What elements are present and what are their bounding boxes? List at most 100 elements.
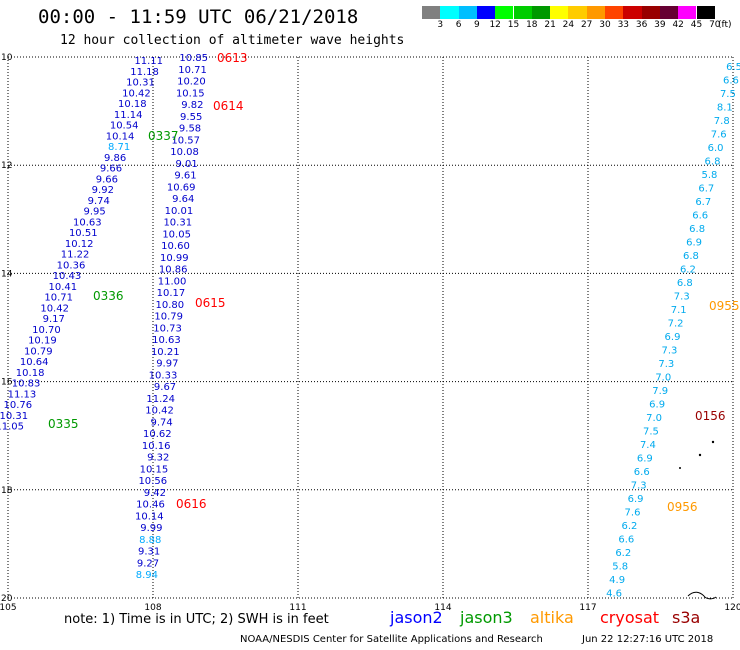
- wave-height-value: 9.95: [83, 207, 105, 218]
- wave-height-value: 11.24: [146, 394, 175, 405]
- island-marker: [679, 467, 681, 469]
- wave-height-value: 9.92: [92, 185, 114, 196]
- wave-height-value: 8.88: [139, 535, 161, 546]
- lon-tick-label: 105: [0, 603, 17, 613]
- wave-height-value: 7.0: [646, 413, 662, 424]
- wave-height-value: 10.60: [161, 241, 190, 252]
- wave-height-value: 6.6: [723, 76, 739, 87]
- wave-height-value: 7.5: [720, 89, 736, 100]
- satellite-legend-item: altika: [530, 608, 574, 627]
- legend-swatch: [440, 6, 459, 19]
- legend-tick-label: 33: [617, 20, 630, 30]
- legend-swatch: [586, 6, 605, 19]
- wave-height-value: 7.4: [640, 440, 656, 451]
- wave-height-value: 6.2: [680, 265, 696, 276]
- legend-swatch: [678, 6, 697, 19]
- wave-height-tracks: 11.1111.1810.3110.4210.1811.1410.5410.14…: [0, 53, 740, 600]
- wave-height-value: 6.5: [726, 62, 740, 73]
- wave-height-value: 10.01: [165, 206, 194, 217]
- pass-label: 0156: [695, 409, 726, 423]
- wave-height-value: 10.70: [32, 325, 61, 336]
- coastline-path: [687, 591, 717, 600]
- wave-height-value: 10.05: [162, 229, 191, 240]
- wave-height-value: 9.17: [43, 314, 65, 325]
- legend-swatch: [531, 6, 551, 19]
- wave-height-value: 6.9: [686, 238, 702, 249]
- wave-height-value: 6.2: [621, 521, 637, 532]
- wave-height-value: 11.14: [114, 110, 143, 121]
- wave-height-value: 7.5: [643, 427, 659, 438]
- wave-height-value: 7.0: [655, 373, 671, 384]
- wave-height-value: 8.94: [136, 570, 158, 581]
- legend-tick-label: 18: [526, 20, 538, 30]
- wave-height-value: 9.42: [144, 488, 166, 499]
- lon-tick-label: 108: [144, 603, 161, 613]
- wave-height-value: 6.7: [695, 197, 711, 208]
- wave-height-value: 11.00: [158, 276, 187, 287]
- wave-height-value: 10.62: [143, 429, 172, 440]
- wave-height-value: 7.6: [625, 508, 641, 519]
- pass-label: 0613: [217, 51, 248, 65]
- wave-height-value: 9.32: [147, 453, 169, 464]
- lon-tick-label: 114: [434, 603, 451, 613]
- pass-label: 0615: [195, 296, 226, 310]
- wave-height-value: 10.63: [152, 335, 181, 346]
- wave-height-value: 10.18: [16, 368, 45, 379]
- wave-height-value: 10.31: [126, 78, 155, 89]
- legend-tick-label: 3: [437, 20, 444, 30]
- wave-height-value: 6.8: [683, 251, 699, 262]
- wave-height-value: 6.9: [628, 494, 644, 505]
- island-marker: [711, 440, 715, 444]
- lon-tick-label: 120: [724, 603, 740, 613]
- wave-height-value: 10.51: [69, 228, 98, 239]
- legend-swatch: [476, 6, 496, 19]
- wave-height-value: 7.8: [714, 116, 730, 127]
- legend-swatch: [568, 6, 587, 19]
- lat-tick-label: 14: [1, 269, 13, 279]
- wave-height-value: 9.97: [156, 359, 178, 370]
- wave-height-value: 10.21: [151, 347, 180, 358]
- map-axes: 105 108 111 114 117 120 10 12 14 16 18 20: [0, 53, 740, 613]
- wave-height-value: 10.71: [178, 65, 207, 76]
- satellite-legend-item: s3a: [672, 608, 701, 627]
- wave-height-value: 10.42: [145, 406, 174, 417]
- wave-height-value: 6.6: [618, 535, 634, 546]
- lat-tick-label: 10: [1, 53, 13, 63]
- wave-height-value: 10.73: [153, 323, 182, 334]
- legend-tick-label: 27: [580, 20, 593, 30]
- wave-height-value: 10.42: [40, 303, 69, 314]
- wave-height-value: 10.42: [122, 88, 151, 99]
- wave-height-value: 10.64: [20, 357, 49, 368]
- legend-swatch: [422, 6, 441, 19]
- wave-height-value: 10.36: [57, 260, 86, 271]
- wave-height-value: 10.14: [106, 131, 135, 142]
- pass-label: 0956: [667, 500, 698, 514]
- wave-height-value: 5.8: [612, 562, 628, 573]
- wave-height-value: 9.31: [138, 547, 160, 558]
- coastline: [679, 440, 717, 600]
- wave-height-value: 7.2: [668, 319, 684, 330]
- wave-height-value: 9.74: [88, 196, 110, 207]
- wave-height-value: 10.31: [0, 411, 28, 422]
- legend-swatch: [605, 6, 624, 19]
- wave-height-value: 11.11: [134, 56, 163, 67]
- wave-height-value: 10.83: [12, 379, 41, 390]
- wave-height-value: 10.56: [138, 476, 167, 487]
- wave-height-value: 6.0: [708, 143, 724, 154]
- wave-height-value: 9.66: [100, 164, 122, 175]
- legend-tick-label: 42: [672, 20, 684, 30]
- pass-label: 0616: [176, 497, 207, 511]
- legend-tick-label: 70: [709, 20, 721, 30]
- wave-height-value: 6.8: [677, 278, 693, 289]
- wave-height-value: 6.6: [692, 211, 708, 222]
- credit-text: NOAA/NESDIS Center for Satellite Applica…: [240, 634, 543, 645]
- wave-height-value: 6.8: [689, 224, 705, 235]
- wave-height-value: 10.46: [136, 500, 165, 511]
- legend-swatch: [623, 6, 642, 19]
- wave-height-value: 7.1: [671, 305, 687, 316]
- legend-swatch: [550, 6, 569, 19]
- wave-height-value: 9.74: [151, 417, 173, 428]
- pass-label: 0337: [148, 129, 179, 143]
- wave-height-value: 11.05: [0, 422, 24, 433]
